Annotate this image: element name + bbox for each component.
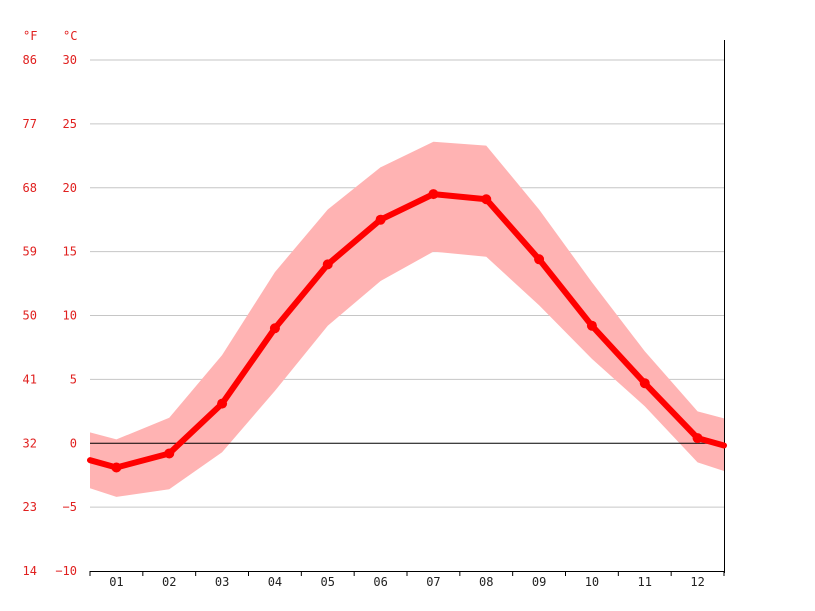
mean-temperature-point: [428, 189, 439, 200]
y-axis-labels: 86 30 77 25 68 20 59 15 50 10 41 5 32 0 23 −5 14 −10: [23, 53, 77, 578]
y-tick-label-fahrenheit: 59: [23, 245, 37, 259]
y-tick-label-fahrenheit: 41: [23, 372, 37, 386]
x-tick-label: 07: [426, 575, 440, 589]
fahrenheit-unit-label: °F: [23, 29, 37, 43]
mean-temperature-point: [586, 320, 597, 331]
mean-temperature-point: [692, 433, 703, 444]
mean-temperature-point: [322, 259, 333, 270]
mean-temperature-line: [87, 191, 727, 471]
mean-temperature-points: [111, 189, 703, 473]
x-tick-label: 04: [268, 575, 282, 589]
y-tick-label-fahrenheit: 14: [23, 564, 37, 578]
x-tick-label: 03: [215, 575, 229, 589]
mean-temperature-point: [217, 398, 228, 409]
x-axis-ticks: [89, 571, 725, 576]
mean-temperature-point: [534, 254, 545, 265]
x-tick-label: 10: [585, 575, 599, 589]
x-tick-label: 11: [638, 575, 652, 589]
y-tick-label-celsius: 10: [63, 309, 77, 323]
mean-temperature-point: [111, 462, 122, 473]
y-tick-label-celsius: 5: [70, 372, 77, 386]
x-tick-label: 06: [373, 575, 387, 589]
y-tick-label-fahrenheit: 68: [23, 181, 37, 195]
y-tick-label-fahrenheit: 86: [23, 53, 37, 67]
mean-temperature-point: [375, 214, 386, 225]
x-tick-label: 08: [479, 575, 493, 589]
y-tick-label-celsius: 15: [63, 245, 77, 259]
celsius-unit-label: °C: [63, 29, 77, 43]
y-tick-label-celsius: −10: [55, 564, 77, 578]
y-tick-label-fahrenheit: 77: [23, 117, 37, 131]
y-tick-label-fahrenheit: 50: [23, 309, 37, 323]
mean-temperature-point: [269, 323, 280, 334]
y-tick-label-celsius: −5: [63, 500, 77, 514]
y-tick-label-fahrenheit: 23: [23, 500, 37, 514]
mean-temperature-point: [164, 448, 175, 459]
x-tick-label: 09: [532, 575, 546, 589]
y-tick-label-celsius: 25: [63, 117, 77, 131]
y-tick-label-fahrenheit: 32: [23, 436, 37, 450]
mean-temperature-point: [481, 194, 492, 205]
x-tick-label: 01: [109, 575, 123, 589]
x-tick-label: 05: [321, 575, 335, 589]
y-tick-label-celsius: 0: [70, 436, 77, 450]
y-tick-label-celsius: 20: [63, 181, 77, 195]
temperature-range-band: [90, 141, 724, 497]
x-axis-labels: 01 02 03 04 05 06 07 08 09 10 11 12: [109, 575, 705, 589]
x-tick-label: 12: [690, 575, 704, 589]
y-tick-label-celsius: 30: [63, 53, 77, 67]
mean-temperature-point: [639, 378, 650, 389]
x-tick-label: 02: [162, 575, 176, 589]
